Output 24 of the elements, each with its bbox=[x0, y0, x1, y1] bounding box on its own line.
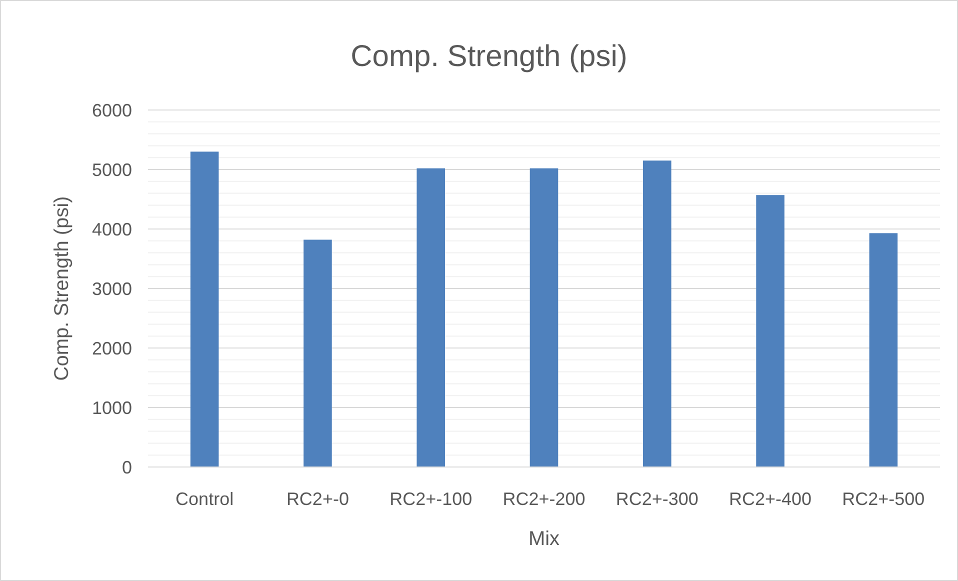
y-tick-label: 5000 bbox=[92, 160, 132, 180]
bar bbox=[416, 168, 445, 467]
x-tick-label: RC2+-0 bbox=[286, 489, 349, 509]
x-tick-label: RC2+-300 bbox=[616, 489, 698, 509]
y-tick-label: 3000 bbox=[92, 278, 132, 299]
y-tick-label: 6000 bbox=[92, 100, 132, 120]
y-tick-label: 2000 bbox=[92, 338, 132, 358]
x-tick-label: RC2+-500 bbox=[842, 489, 925, 509]
y-axis-title: Comp. Strength (psi) bbox=[51, 196, 73, 381]
y-tick-label: 0 bbox=[122, 457, 132, 478]
bar bbox=[304, 240, 332, 467]
y-tick-label: 4000 bbox=[92, 219, 132, 240]
y-tick-label: 1000 bbox=[92, 398, 132, 418]
x-tick-label: RC2+-400 bbox=[729, 489, 812, 509]
x-axis-title: Mix bbox=[528, 528, 560, 550]
bar bbox=[756, 195, 784, 467]
bar bbox=[643, 160, 672, 467]
bar bbox=[530, 168, 558, 467]
bar bbox=[190, 152, 219, 467]
chart-title: Comp. Strength (psi) bbox=[350, 40, 628, 73]
x-tick-label: Control bbox=[176, 489, 234, 509]
x-tick-label: RC2+-200 bbox=[502, 489, 586, 509]
x-tick-label: RC2+-100 bbox=[390, 489, 472, 509]
bar bbox=[869, 233, 898, 467]
